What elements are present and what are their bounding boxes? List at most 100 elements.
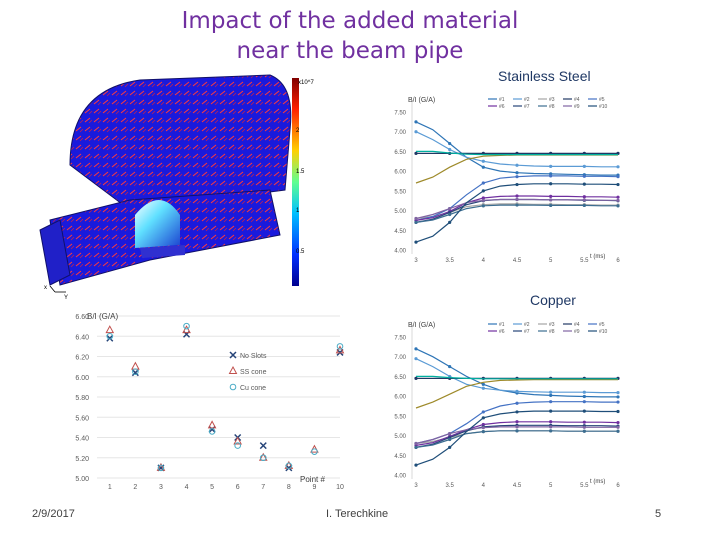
data-point [233,436,243,445]
data-point [582,394,586,399]
data-point [481,386,485,390]
legend-label: #10 [599,329,608,335]
x-tick-label: 6 [616,258,620,264]
y-tick-label: 5.60 [75,415,89,422]
stainless-steel-line-chart: 4.00 4.50 5.00 5.50 6.00 6.50 7.00 7.50 3 3.5 4 4.5… [394,97,620,264]
data-point [207,420,217,429]
data-point [414,120,418,124]
series-line [415,358,618,394]
series-line [416,150,618,156]
data-point [515,171,519,175]
x-tick-label: 2 [133,484,137,491]
data-point [208,428,216,435]
x-tick-label: 5 [549,258,553,264]
data-point [131,369,139,377]
y-tick-label: 6.60 [75,314,89,321]
x-tick-label: 3.5 [445,483,454,489]
axis-triad: x Y [44,285,68,300]
data-point [549,198,553,202]
series-line [415,131,618,168]
x-tick-label: 9 [312,484,316,491]
y-tick-label: 5.50 [394,414,406,420]
data-point [582,174,586,178]
data-point [414,130,418,134]
data-point [515,197,519,202]
slide-title: Impact of the added material near the be… [150,6,550,66]
legend-label: #5 [599,97,605,103]
legend-label: #2 [524,322,530,328]
x-tick-label: 6 [616,483,620,489]
x-tick-label: 3 [414,483,418,489]
y-tick-label: 5.00 [75,476,89,483]
data-point [481,196,485,200]
data-point [582,182,586,186]
colorbar-exponent: x10^7 [298,80,314,86]
x-tick-label: 7 [261,484,265,491]
legend-label: #6 [499,104,505,110]
data-point [582,203,586,208]
data-point [259,454,267,462]
data-point [131,361,140,370]
x-tick-label: 3.5 [445,258,454,264]
x-tick-label: 5.5 [580,258,589,264]
scatter-chart: 5.00 5.20 5.40 5.60 5.80 6.00 6.20 6.40 6.60 1 2 3 4… [75,312,345,491]
colorbar-tick: 1 [296,208,300,214]
x-tick-label: 4 [482,483,486,489]
footer-page-number: 5 [655,508,662,520]
data-point [106,334,114,342]
data-point [414,220,418,224]
data-point [481,198,485,202]
y-tick-label: 6.50 [394,150,406,156]
data-point [549,409,553,413]
legend-label: #7 [524,329,530,335]
title-line-1: Impact of the added material [181,8,519,34]
data-point [515,401,519,405]
data-point [616,195,620,199]
data-point [481,430,485,434]
data-point [448,141,452,146]
data-point [616,420,620,425]
y-tick-label: 7.50 [394,336,406,342]
data-point [515,194,519,198]
data-point [481,416,485,420]
legend-label: #3 [549,322,555,328]
data-point [157,464,165,472]
data-point [616,400,620,404]
legend-label: #9 [574,329,580,335]
data-point [549,425,553,429]
data-point [616,182,620,187]
data-point [549,400,553,404]
data-point [414,376,418,380]
colorbar-tick: 2 [296,128,300,134]
data-point [616,204,620,208]
y-tick-label: 6.40 [75,334,89,341]
y-tick-label: 5.50 [394,189,406,195]
data-point [183,322,190,330]
data-point [448,212,452,217]
data-point [414,240,418,244]
data-point [448,147,452,152]
data-point [336,343,344,350]
data-point [106,332,114,340]
data-point [515,163,519,167]
x-tick-label: 5.5 [580,483,589,489]
y-tick-label: 4.50 [394,229,406,235]
data-point [448,437,452,442]
legend-label: #8 [549,104,555,110]
legend-marker [229,351,237,359]
data-point [549,194,553,198]
legend-label: #6 [499,329,505,335]
legend-label: No Slots [240,353,267,360]
x-tick-label: 8 [287,484,291,491]
data-point [549,393,553,397]
colorbar [292,78,299,286]
legend-label: #8 [549,329,555,335]
stainless-steel-label: Stainless Steel [498,68,591,84]
data-point [616,395,620,399]
data-point [414,445,418,449]
y-tick-label: 4.00 [394,474,406,480]
data-point [481,165,485,169]
x-axis-label: Point # [300,475,325,484]
data-point [285,462,293,470]
y-tick-label: 4.00 [394,249,406,255]
